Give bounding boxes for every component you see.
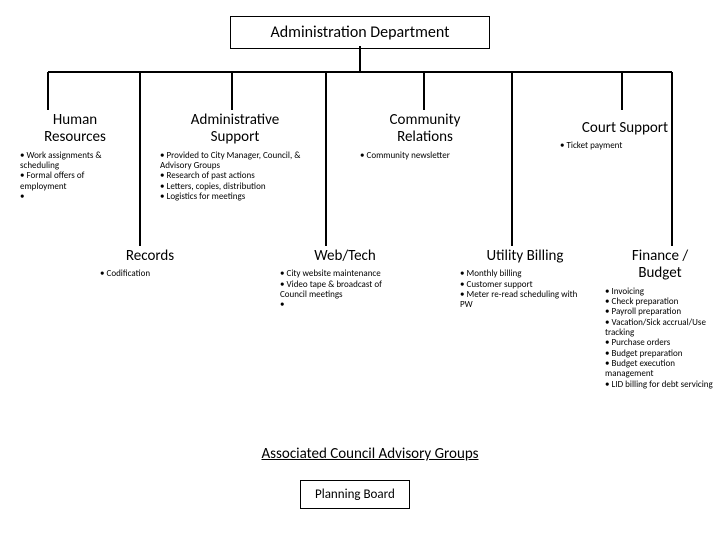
node-title: Finance /Budget <box>605 248 715 283</box>
bullet-item: Research of past actions <box>160 171 310 181</box>
bullet-item: Purchase orders <box>605 338 715 348</box>
node-finance-budget: Finance /Budget InvoicingCheck preparati… <box>605 248 715 390</box>
root-box: Administration Department <box>230 16 490 49</box>
bullet-item: Provided to City Manager, Council, & Adv… <box>160 151 310 172</box>
bullet-item: Video tape & broadcast of Council meetin… <box>280 280 410 301</box>
bullet-item: Meter re-read scheduling with PW <box>460 290 590 311</box>
node-bullets: InvoicingCheck preparationPayroll prepar… <box>605 287 715 390</box>
node-title: Utility Billing <box>460 248 590 265</box>
node-community-relations: CommunityRelations Community newsletter <box>360 112 490 161</box>
bullet-item: Formal offers of employment <box>20 171 130 192</box>
bullet-item: Budget execution management <box>605 359 715 380</box>
node-title: Records <box>100 248 200 265</box>
bullet-item: Payroll preparation <box>605 307 715 317</box>
node-human-resources: HumanResources Work assignments & schedu… <box>20 112 130 202</box>
associated-heading: Associated Council Advisory Groups <box>230 445 510 463</box>
node-utility-billing: Utility Billing Monthly billingCustomer … <box>460 248 590 311</box>
node-title: HumanResources <box>20 112 130 147</box>
node-bullets: Work assignments & schedulingFormal offe… <box>20 151 130 203</box>
node-court-support: Court Support Ticket payment <box>560 120 690 152</box>
node-title: Court Support <box>560 120 690 137</box>
root-label: Administration Department <box>271 23 450 42</box>
node-web-tech: Web/Tech City website maintenanceVideo t… <box>280 248 410 311</box>
bullet-item: Vacation/Sick accrual/Use tracking <box>605 318 715 339</box>
bullet-item: LID billing for debt servicing <box>605 380 715 390</box>
node-bullets: Provided to City Manager, Council, & Adv… <box>160 151 310 203</box>
bullet-item <box>280 300 410 310</box>
node-title: AdministrativeSupport <box>160 112 310 147</box>
node-bullets: Codification <box>100 269 200 279</box>
bullet-item: Logistics for meetings <box>160 192 310 202</box>
node-admin-support: AdministrativeSupport Provided to City M… <box>160 112 310 202</box>
node-records: Records Codification <box>100 248 200 280</box>
planning-board-box: Planning Board <box>300 480 410 509</box>
bullet-item: Community newsletter <box>360 151 490 161</box>
bullet-item: Codification <box>100 269 200 279</box>
bullet-item: Ticket payment <box>560 141 690 151</box>
node-bullets: Ticket payment <box>560 141 690 151</box>
node-bullets: Community newsletter <box>360 151 490 161</box>
bullet-item <box>20 192 130 202</box>
node-title: CommunityRelations <box>360 112 490 147</box>
node-bullets: City website maintenanceVideo tape & bro… <box>280 269 410 310</box>
node-title: Web/Tech <box>280 248 410 265</box>
node-bullets: Monthly billingCustomer supportMeter re-… <box>460 269 590 310</box>
bullet-item: Work assignments & scheduling <box>20 151 130 172</box>
